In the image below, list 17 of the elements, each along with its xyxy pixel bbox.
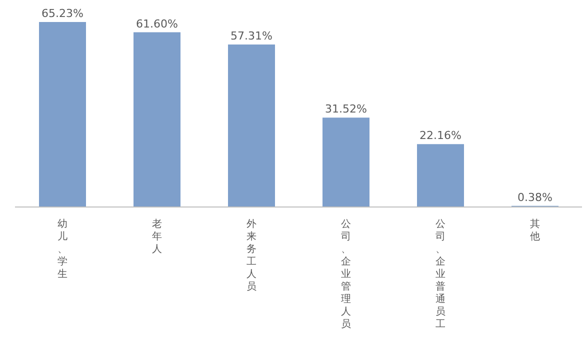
data-label: 22.16% <box>420 129 462 142</box>
x-tick-label: 幼儿、学生 <box>57 218 68 280</box>
bar <box>134 32 180 207</box>
x-tick-label: 其他 <box>530 218 540 242</box>
bar <box>417 144 464 207</box>
bar <box>228 44 275 207</box>
x-tick-label: 老年人 <box>152 218 162 255</box>
x-tick-label: 外来务工人员 <box>246 219 256 292</box>
category-label: 公司、企业普通员工 <box>435 219 446 330</box>
data-label: 31.52% <box>325 102 367 116</box>
bar <box>39 22 86 207</box>
category-label: 公司、企业管理人员 <box>340 219 351 330</box>
data-label: 57.31% <box>230 29 272 42</box>
data-label: 0.38% <box>518 190 552 204</box>
data-label: 65.23% <box>42 7 84 20</box>
data-label: 61.60% <box>136 17 178 30</box>
bar <box>322 118 370 207</box>
